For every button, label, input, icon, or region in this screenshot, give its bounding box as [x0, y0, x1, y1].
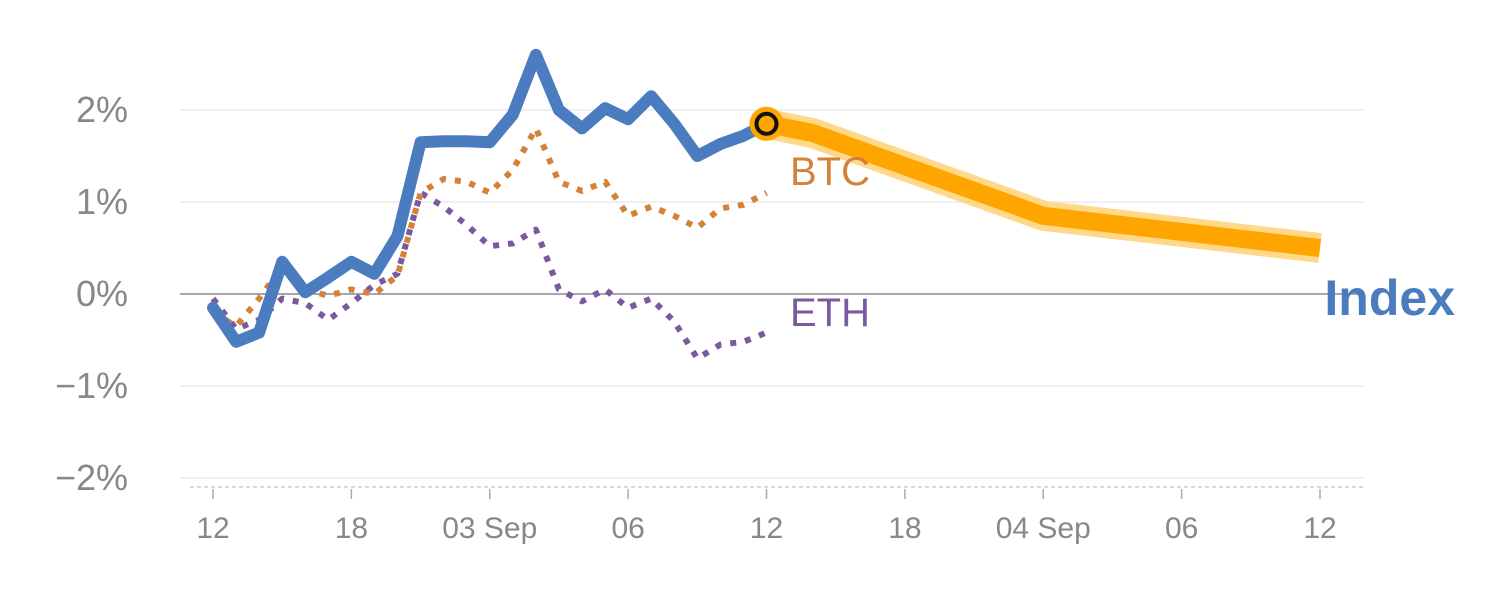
x-tick-label: 04 Sep — [996, 512, 1091, 545]
x-axis-ticks: 12 18 03 Sep 06 12 18 04 Sep 06 12 — [196, 489, 1337, 545]
x-tick-label: 12 — [196, 512, 229, 545]
y-axis-ticks: 2% 1% 0% −1% −2% — [55, 89, 128, 498]
x-tick-label: 03 Sep — [442, 512, 537, 545]
grid-lines — [180, 109, 1365, 488]
y-tick-label: 2% — [76, 89, 128, 130]
index-series-label: Index — [1324, 270, 1455, 326]
x-tick-label: 12 — [750, 512, 783, 545]
x-tick-label: 12 — [1303, 512, 1336, 545]
series-labels: BTC ETH Index — [790, 150, 1455, 335]
x-tick-label: 18 — [888, 512, 921, 545]
index-line — [207, 48, 773, 348]
x-tick-label: 06 — [1165, 512, 1198, 545]
y-tick-label: 0% — [76, 273, 128, 314]
eth-series-label: ETH — [790, 291, 870, 335]
series-lines — [207, 48, 1322, 362]
btc-series-label: BTC — [790, 150, 870, 194]
y-tick-label: 1% — [76, 181, 128, 222]
current-point-marker — [754, 111, 779, 136]
y-tick-label: −2% — [55, 457, 128, 498]
x-tick-label: 18 — [335, 512, 368, 545]
y-tick-label: −1% — [55, 365, 128, 406]
forecast-line — [764, 114, 1322, 257]
x-tick-label: 06 — [611, 512, 644, 545]
btc-line — [211, 125, 768, 330]
